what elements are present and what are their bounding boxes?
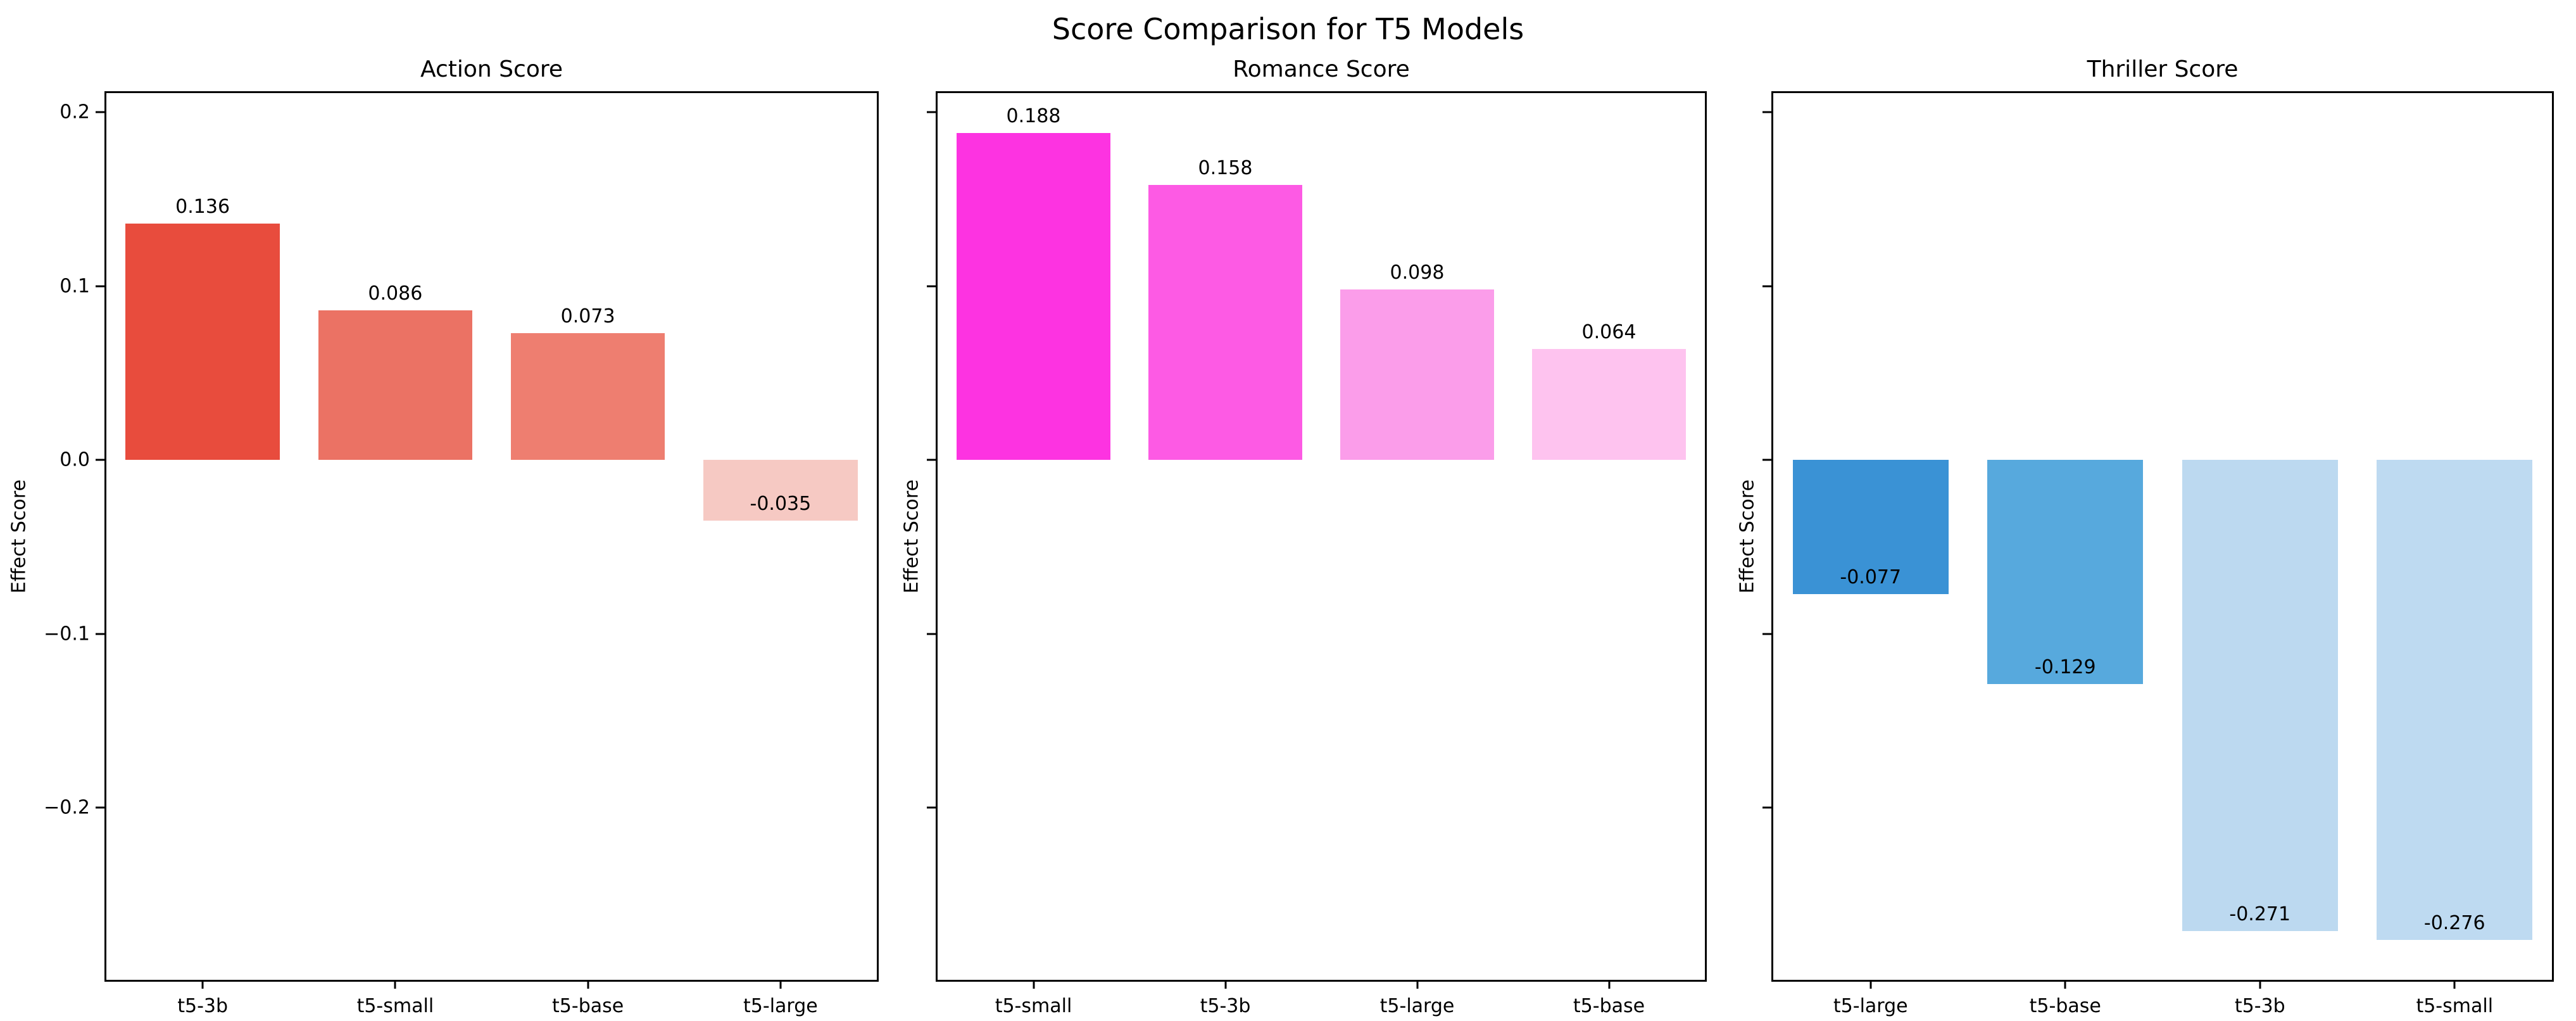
x-tick-label: t5-large	[1379, 995, 1455, 1017]
y-tick-label: 0.1	[60, 275, 90, 298]
bar-t5-large	[703, 460, 858, 521]
x-tick-label: t5-3b	[177, 995, 229, 1017]
x-tick-label: t5-small	[995, 995, 1072, 1017]
bar-t5-large	[1340, 289, 1494, 460]
y-tick-mark	[1762, 633, 1771, 635]
bar-t5-3b	[1148, 185, 1302, 460]
bar-value-label: 0.188	[1006, 105, 1061, 128]
x-tick-label: t5-base	[1573, 995, 1645, 1017]
figure-title: Score Comparison for T5 Models	[1052, 12, 1524, 46]
x-tick-mark	[1224, 980, 1226, 989]
x-tick-label: t5-large	[743, 995, 818, 1017]
y-tick-mark	[1762, 459, 1771, 461]
axes: 0.2 0.1 0.0 −0.1 −0.2 0.136 t5-3b 0.086 t5-small…	[44, 91, 879, 1017]
subplot-action-score: Action Score Effect Score 0.2 0.1 0.0 −0.1 −…	[0, 0, 880, 1021]
x-tick-label: t5-base	[552, 995, 624, 1017]
bar-value-label: -0.276	[2423, 911, 2485, 934]
y-axis-label: Effect Score	[900, 479, 923, 593]
bar-value-label: 0.098	[1390, 262, 1445, 284]
bar-t5-base	[1532, 348, 1686, 460]
bar-t5-3b	[125, 223, 280, 460]
x-tick-label: t5-small	[356, 995, 434, 1017]
x-tick-mark	[394, 980, 396, 989]
y-tick-label: 0.0	[60, 448, 90, 471]
subplot-title: Action Score	[420, 56, 563, 82]
y-tick-mark	[927, 285, 936, 288]
axes: 0.188 t5-small 0.158 t5-3b 0.098 t5-large 0.06…	[927, 91, 1707, 1017]
bar-t5-small	[2377, 460, 2533, 940]
x-tick-label: t5-3b	[2234, 995, 2285, 1017]
bar-value-label: 0.136	[175, 195, 230, 218]
bar-value-label: 0.086	[368, 282, 423, 305]
y-tick-mark	[1762, 285, 1771, 288]
subplot-thriller-score: Thriller Score Effect Score -0.077 t5-lar…	[1708, 0, 2576, 1021]
y-tick-mark	[927, 459, 936, 461]
axes: -0.077 t5-large -0.129 t5-base -0.271 t5-3b -0…	[1762, 91, 2554, 1017]
bar-t5-base	[1987, 460, 2144, 685]
x-tick-mark	[1033, 980, 1034, 989]
y-axis-label: Effect Score	[8, 479, 30, 593]
y-tick-mark	[927, 111, 936, 113]
bar-value-label: -0.035	[750, 493, 812, 516]
y-tick-mark	[1762, 111, 1771, 113]
y-tick-label: −0.2	[44, 796, 90, 819]
x-tick-mark	[201, 980, 204, 989]
subplot-title: Romance Score	[1233, 56, 1410, 82]
bar-t5-small	[957, 133, 1110, 460]
y-tick-mark	[96, 633, 104, 635]
bar-t5-large	[1792, 460, 1949, 594]
y-tick-mark	[96, 806, 104, 809]
subplot-title: Thriller Score	[2087, 56, 2239, 82]
bar-value-label: -0.271	[2229, 903, 2291, 926]
y-axis-label: Effect Score	[1736, 479, 1759, 593]
bar-t5-base	[510, 333, 665, 460]
x-tick-label: t5-small	[2416, 995, 2494, 1017]
y-tick-mark	[96, 111, 104, 113]
x-tick-mark	[2064, 980, 2066, 989]
y-tick-mark	[1762, 806, 1771, 809]
x-tick-mark	[1608, 980, 1610, 989]
bar-value-label: 0.158	[1198, 157, 1253, 180]
bar-value-label: 0.073	[560, 305, 615, 327]
subplot-romance-score: Romance Score Effect Score 0.188 t5-small…	[880, 0, 1708, 1021]
x-tick-mark	[779, 980, 782, 989]
y-tick-label: −0.1	[44, 623, 90, 645]
x-tick-mark	[2259, 980, 2261, 989]
y-tick-mark	[96, 285, 104, 288]
bar-value-label: -0.129	[2034, 656, 2096, 679]
y-tick-mark	[96, 459, 104, 461]
bar-t5-3b	[2182, 460, 2338, 932]
x-tick-mark	[1869, 980, 1872, 989]
x-tick-mark	[2453, 980, 2456, 989]
bar-value-label: 0.064	[1581, 320, 1637, 343]
bar-value-label: -0.077	[1840, 566, 1902, 588]
y-tick-mark	[927, 806, 936, 809]
x-tick-label: t5-large	[1833, 995, 1908, 1017]
x-tick-label: t5-base	[2029, 995, 2101, 1017]
y-tick-mark	[927, 633, 936, 635]
x-tick-mark	[1416, 980, 1418, 989]
y-tick-label: 0.2	[60, 101, 90, 124]
x-tick-label: t5-3b	[1200, 995, 1251, 1017]
x-tick-mark	[587, 980, 589, 989]
bar-t5-small	[318, 310, 473, 460]
